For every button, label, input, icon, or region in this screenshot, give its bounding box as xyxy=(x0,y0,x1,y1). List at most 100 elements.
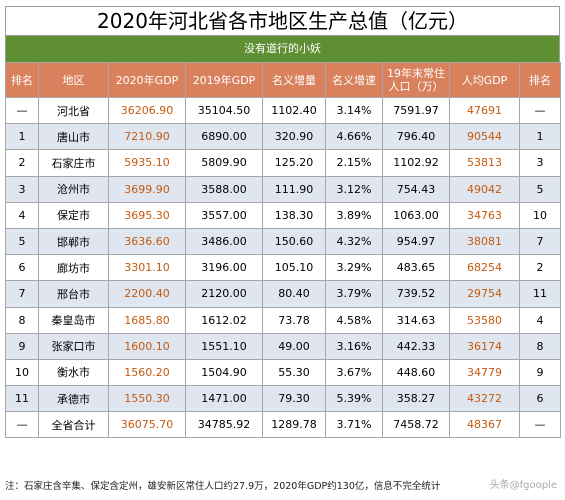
cell-nominal-growth: 4.58% xyxy=(325,306,383,334)
cell-rank-per-capita: 7 xyxy=(519,227,561,256)
table-row: — 全省合计 36075.70 34785.92 1289.78 3.71% 7458.72… xyxy=(5,411,561,439)
cell-nominal-increase: 1102.40 xyxy=(262,96,326,125)
header-rank-per-capita: 排名 xyxy=(519,62,561,98)
cell-rank-per-capita: 1 xyxy=(519,123,561,151)
cell-gdp-2019: 6890.00 xyxy=(185,123,263,151)
table-row: 7 邢台市 2200.40 2120.00 80.40 3.79% 739.52 29754 1… xyxy=(5,280,561,308)
cell-region: 张家口市 xyxy=(38,332,109,360)
table-row: — 河北省 36206.90 35104.50 1102.40 3.14% 7591.97 4… xyxy=(5,96,561,125)
cell-population: 739.52 xyxy=(382,280,450,308)
cell-population: 796.40 xyxy=(382,123,450,151)
cell-rank: — xyxy=(5,411,39,439)
cell-gdp-2020: 7210.90 xyxy=(108,123,186,151)
header-nominal-increase: 名义增量 xyxy=(262,62,326,98)
cell-nominal-increase: 55.30 xyxy=(262,358,326,387)
cell-gdp-2019: 1551.10 xyxy=(185,332,263,360)
cell-gdp-2020: 3636.60 xyxy=(108,227,186,256)
table-row: 6 廊坊市 3301.10 3196.00 105.10 3.29% 483.65 68254… xyxy=(5,254,561,282)
cell-gdp-per-capita: 68254 xyxy=(449,254,520,282)
header-population: 19年末常住人口（万） xyxy=(382,62,450,98)
cell-gdp-2019: 3196.00 xyxy=(185,254,263,282)
cell-rank: 6 xyxy=(5,254,39,282)
cell-gdp-2020: 1685.80 xyxy=(108,306,186,334)
cell-gdp-2019: 1471.00 xyxy=(185,385,263,413)
cell-population: 1063.00 xyxy=(382,201,450,229)
cell-gdp-2020: 3699.90 xyxy=(108,175,186,203)
cell-nominal-growth: 3.89% xyxy=(325,201,383,229)
cell-rank-per-capita: 5 xyxy=(519,175,561,203)
cell-nominal-growth: 3.16% xyxy=(325,332,383,360)
cell-rank-per-capita: 6 xyxy=(519,385,561,413)
cell-region: 唐山市 xyxy=(38,123,109,151)
cell-gdp-2019: 3588.00 xyxy=(185,175,263,203)
cell-gdp-2019: 1612.02 xyxy=(185,306,263,334)
cell-gdp-per-capita: 36174 xyxy=(449,332,520,360)
cell-gdp-per-capita: 34779 xyxy=(449,358,520,387)
cell-population: 358.27 xyxy=(382,385,450,413)
cell-nominal-growth: 3.29% xyxy=(325,254,383,282)
table-row: 10 衡水市 1560.20 1504.90 55.30 3.67% 448.60 34779… xyxy=(5,358,561,387)
cell-rank-per-capita: 10 xyxy=(519,201,561,229)
cell-nominal-increase: 105.10 xyxy=(262,254,326,282)
table-row: 5 邯郸市 3636.60 3486.00 150.60 4.32% 954.97 38081… xyxy=(5,227,561,256)
cell-rank-per-capita: 9 xyxy=(519,358,561,387)
cell-rank-per-capita: — xyxy=(519,96,561,125)
cell-nominal-growth: 4.66% xyxy=(325,123,383,151)
cell-region: 沧州市 xyxy=(38,175,109,203)
cell-rank: 10 xyxy=(5,358,39,387)
cell-nominal-growth: 2.15% xyxy=(325,149,383,177)
table-row: 1 唐山市 7210.90 6890.00 320.90 4.66% 796.40 90544… xyxy=(5,123,561,151)
cell-gdp-per-capita: 90544 xyxy=(449,123,520,151)
cell-nominal-increase: 1289.78 xyxy=(262,411,326,439)
cell-nominal-growth: 3.71% xyxy=(325,411,383,439)
cell-rank-per-capita: 2 xyxy=(519,254,561,282)
cell-rank: 4 xyxy=(5,201,39,229)
cell-population: 7591.97 xyxy=(382,96,450,125)
table-row: 9 张家口市 1600.10 1551.10 49.00 3.16% 442.33 36174… xyxy=(5,332,561,360)
cell-region: 秦皇岛市 xyxy=(38,306,109,334)
cell-rank: 3 xyxy=(5,175,39,203)
cell-rank: 5 xyxy=(5,227,39,256)
cell-gdp-per-capita: 43272 xyxy=(449,385,520,413)
cell-gdp-2019: 3557.00 xyxy=(185,201,263,229)
cell-gdp-2019: 3486.00 xyxy=(185,227,263,256)
cell-rank: 1 xyxy=(5,123,39,151)
cell-rank: 2 xyxy=(5,149,39,177)
cell-population: 954.97 xyxy=(382,227,450,256)
cell-gdp-per-capita: 47691 xyxy=(449,96,520,125)
cell-region: 廊坊市 xyxy=(38,254,109,282)
cell-region: 衡水市 xyxy=(38,358,109,387)
cell-rank: 7 xyxy=(5,280,39,308)
cell-population: 7458.72 xyxy=(382,411,450,439)
table-row: 2 石家庄市 5935.10 5809.90 125.20 2.15% 1102.92 538… xyxy=(5,149,561,177)
gdp-table: 排名 地区 2020年GDP 2019年GDP 名义增量 名义增速 19年末常住… xyxy=(5,62,561,439)
cell-gdp-per-capita: 49042 xyxy=(449,175,520,203)
cell-gdp-2020: 1560.20 xyxy=(108,358,186,387)
cell-rank: 8 xyxy=(5,306,39,334)
cell-nominal-increase: 73.78 xyxy=(262,306,326,334)
table-row: 4 保定市 3695.30 3557.00 138.30 3.89% 1063.00 3476… xyxy=(5,201,561,229)
cell-region: 邯郸市 xyxy=(38,227,109,256)
cell-rank: 9 xyxy=(5,332,39,360)
cell-gdp-per-capita: 53580 xyxy=(449,306,520,334)
cell-population: 314.63 xyxy=(382,306,450,334)
table-row: 8 秦皇岛市 1685.80 1612.02 73.78 4.58% 314.63 53580… xyxy=(5,306,561,334)
cell-gdp-per-capita: 48367 xyxy=(449,411,520,439)
gdp-table-panel: 2020年河北省各市地区生产总值（亿元） 没有道行的小妖 排名 地区 2020年… xyxy=(5,6,561,439)
cell-population: 1102.92 xyxy=(382,149,450,177)
header-rank: 排名 xyxy=(5,62,39,98)
cell-region: 河北省 xyxy=(38,96,109,125)
cell-nominal-growth: 4.32% xyxy=(325,227,383,256)
cell-population: 483.65 xyxy=(382,254,450,282)
cell-gdp-2019: 34785.92 xyxy=(185,411,263,439)
header-gdp-per-capita: 人均GDP xyxy=(449,62,520,98)
cell-nominal-growth: 3.14% xyxy=(325,96,383,125)
cell-nominal-increase: 320.90 xyxy=(262,123,326,151)
cell-gdp-2019: 5809.90 xyxy=(185,149,263,177)
cell-gdp-2019: 1504.90 xyxy=(185,358,263,387)
cell-region: 保定市 xyxy=(38,201,109,229)
page-title: 2020年河北省各市地区生产总值（亿元） xyxy=(5,6,560,35)
cell-nominal-increase: 49.00 xyxy=(262,332,326,360)
cell-gdp-2020: 3301.10 xyxy=(108,254,186,282)
cell-gdp-2019: 35104.50 xyxy=(185,96,263,125)
